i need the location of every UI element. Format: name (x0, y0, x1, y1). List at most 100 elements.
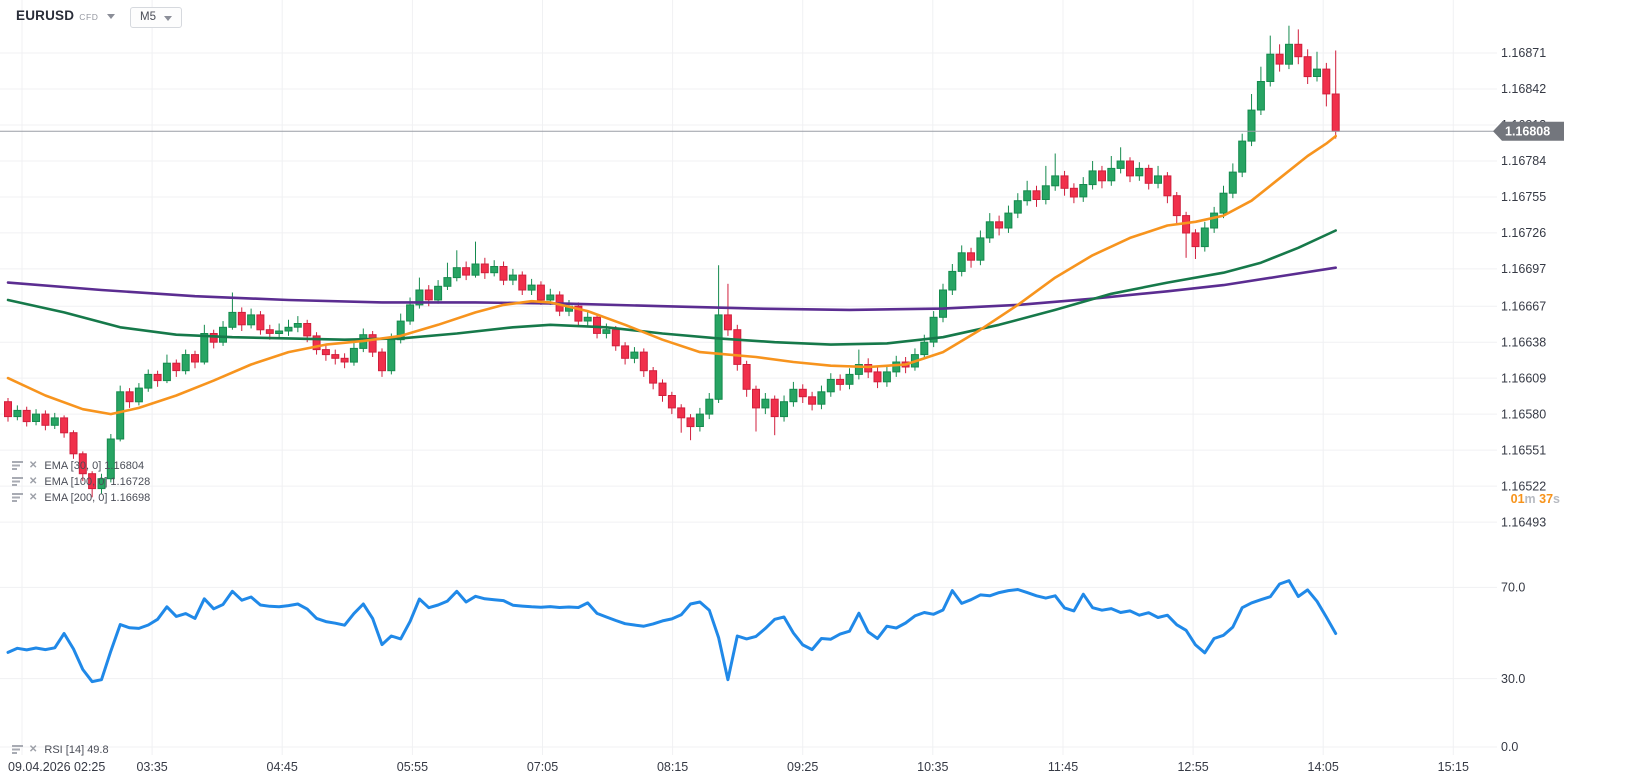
countdown-minutes: 01 (1510, 492, 1525, 506)
candle-body (1088, 170, 1097, 186)
indicator-settings-icon[interactable] (12, 741, 24, 759)
candle-body (929, 316, 938, 343)
rsi-axis-label: 0.0 (1501, 740, 1518, 754)
time-axis-label: 09.04.2026 02:25 (8, 760, 105, 774)
candle-body (247, 314, 256, 326)
candle-body (845, 373, 854, 385)
candle-body (836, 378, 845, 385)
candle-body (125, 391, 134, 403)
chevron-down-icon[interactable] (106, 14, 115, 19)
remove-indicator-icon[interactable]: ✕ (29, 491, 38, 503)
time-axis[interactable]: 09.04.2026 02:25 03:35 04:45 05:55 07:05 08:1… (8, 760, 1469, 774)
candle-body (1219, 192, 1228, 214)
candle-body (621, 345, 630, 359)
timeframe-label: M5 (140, 11, 156, 23)
candle-body (508, 274, 517, 281)
candle-body (1191, 232, 1200, 248)
candle-body (817, 391, 826, 405)
candle-body (752, 388, 760, 409)
candle-body (162, 362, 171, 382)
symbol-name: EURUSD (16, 8, 75, 23)
candle-body (22, 409, 31, 423)
candle-body (60, 417, 69, 434)
candle-body (892, 361, 901, 373)
price-axis[interactable]: 1.168711.168421.168131.167841.167551.167… (1493, 46, 1564, 754)
candle-body (518, 274, 527, 291)
legend-row-rsi: ✕ RSI [14] 49.8 (12, 742, 109, 757)
remove-indicator-icon[interactable]: ✕ (29, 475, 38, 487)
candle-body (854, 364, 863, 375)
price-axis-label: 1.16580 (1501, 407, 1546, 421)
candle-body (649, 370, 658, 384)
price-axis-label: 1.16726 (1501, 226, 1546, 240)
candle-body (630, 351, 639, 359)
candle-body (536, 284, 545, 301)
price-axis-label: 1.16493 (1501, 515, 1546, 529)
ema-line-30[interactable] (6, 134, 1337, 416)
time-axis-label: 07:05 (527, 760, 558, 774)
candle-body (424, 289, 433, 301)
legend-row-ema30: ✕ EMA [30, 0] 1.16804 (12, 458, 144, 473)
candle-body (1013, 200, 1022, 214)
candle-body (1238, 140, 1247, 173)
candle-body (406, 304, 415, 322)
legend-row-ema100: ✕ EMA [100, 0] 1.16728 (12, 474, 150, 489)
candle-body (153, 373, 162, 382)
candle-body (275, 330, 284, 334)
ema-line-100[interactable] (6, 229, 1337, 346)
indicator-settings-icon[interactable] (12, 489, 24, 507)
candle-body (985, 221, 994, 239)
candle-body (321, 349, 330, 356)
timeframe-dropdown[interactable]: M5 (130, 7, 182, 28)
candle-body (714, 314, 723, 400)
candle-body (1294, 43, 1303, 58)
candle-body (1098, 170, 1106, 182)
indicator-settings-icon[interactable] (12, 457, 24, 475)
candle-body (228, 311, 237, 328)
price-axis-label: 1.16871 (1501, 46, 1546, 60)
indicator-settings-icon[interactable] (12, 473, 24, 491)
candle-body (873, 371, 882, 383)
candle-body (1331, 93, 1340, 132)
candle-body (415, 289, 424, 306)
candle-body (1256, 81, 1265, 111)
candle-body (546, 294, 555, 301)
candle-body (1041, 185, 1050, 201)
candle-body (742, 364, 751, 390)
candle-body (387, 339, 396, 372)
candle-body (733, 329, 742, 365)
legend-row-ema200: ✕ EMA [200, 0] 1.16698 (12, 490, 150, 505)
candle-body (1247, 109, 1256, 142)
candle-body (1163, 175, 1172, 197)
price-axis-label: 1.16784 (1501, 154, 1546, 168)
ema100-legend-label: EMA [100, 0] 1.16728 (44, 475, 151, 488)
candle-body (1126, 160, 1134, 177)
candle-body (452, 267, 461, 279)
candle-body (1210, 212, 1219, 229)
price-axis-label: 1.16551 (1501, 443, 1546, 457)
candle-body (1023, 190, 1032, 202)
chevron-down-icon (163, 15, 172, 21)
ema-line-200[interactable] (6, 266, 1337, 312)
gridlines (0, 0, 1497, 755)
remove-indicator-icon[interactable]: ✕ (29, 743, 38, 755)
candle-body (826, 378, 835, 393)
price-axis-label: 1.16842 (1501, 82, 1546, 96)
rsi-axis-label: 30.0 (1501, 672, 1525, 686)
rsi-line[interactable] (6, 579, 1338, 684)
candle-body (1266, 53, 1275, 82)
candle-body (780, 401, 788, 418)
candle-body (1079, 184, 1088, 198)
candle-body (527, 284, 536, 291)
candle-body (340, 357, 349, 363)
candle-body (284, 326, 293, 332)
candle-body (882, 371, 891, 383)
candle-body (1172, 195, 1181, 217)
market-type-label: CFD (79, 11, 99, 22)
candle-body (677, 407, 686, 419)
time-axis-label: 08:15 (657, 760, 688, 774)
candle-body (667, 395, 676, 409)
ema30-legend-label: EMA [30, 0] 1.16804 (44, 459, 145, 472)
remove-indicator-icon[interactable]: ✕ (29, 459, 38, 471)
